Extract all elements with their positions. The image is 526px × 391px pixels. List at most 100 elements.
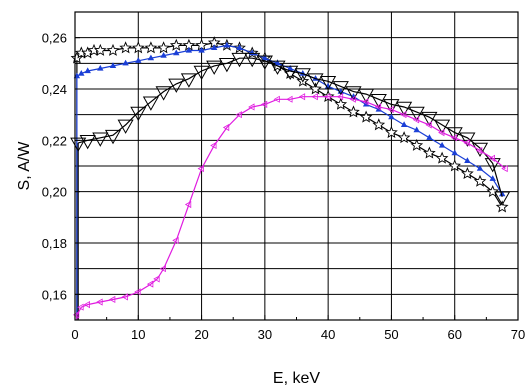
data-point bbox=[96, 298, 103, 306]
data-point bbox=[134, 288, 141, 296]
data-point bbox=[79, 135, 96, 150]
x-tick-labels: 0 10 20 30 40 50 60 70 bbox=[71, 327, 525, 342]
data-point bbox=[108, 295, 116, 303]
data-point bbox=[473, 174, 487, 187]
series-layer bbox=[70, 36, 511, 320]
data-point bbox=[261, 54, 269, 61]
data-point bbox=[451, 149, 458, 156]
data-point bbox=[256, 55, 273, 70]
y-tick-label: 0,24 bbox=[42, 82, 67, 97]
data-point bbox=[286, 95, 293, 103]
data-point bbox=[359, 110, 373, 123]
data-point bbox=[438, 129, 445, 137]
data-point bbox=[383, 99, 400, 114]
y-tick-label: 0,18 bbox=[42, 236, 67, 251]
data-point bbox=[320, 76, 337, 91]
series-star bbox=[70, 36, 509, 320]
data-point bbox=[218, 58, 235, 73]
data-point bbox=[309, 82, 322, 95]
data-point bbox=[362, 98, 369, 106]
data-point bbox=[438, 141, 446, 148]
ticks bbox=[74, 37, 519, 320]
data-point bbox=[388, 113, 395, 120]
data-point bbox=[489, 175, 496, 181]
data-point bbox=[210, 141, 217, 149]
data-point bbox=[248, 103, 255, 111]
data-point bbox=[157, 41, 170, 54]
data-point bbox=[180, 73, 197, 88]
data-point bbox=[70, 51, 84, 64]
data-point bbox=[370, 94, 387, 109]
data-point bbox=[374, 103, 382, 111]
data-point bbox=[269, 60, 286, 75]
x-tick-label: 40 bbox=[321, 327, 335, 342]
series-line bbox=[78, 57, 503, 197]
data-point bbox=[169, 38, 183, 51]
data-point bbox=[184, 200, 192, 209]
data-point bbox=[448, 159, 461, 172]
data-point bbox=[413, 126, 420, 133]
data-point bbox=[83, 301, 90, 309]
data-point bbox=[435, 151, 449, 164]
data-point bbox=[459, 132, 476, 147]
data-point bbox=[396, 101, 413, 117]
data-point bbox=[294, 68, 311, 83]
data-point bbox=[198, 46, 205, 53]
x-tick-label: 50 bbox=[384, 327, 398, 342]
data-point bbox=[385, 125, 398, 139]
data-point bbox=[494, 191, 511, 206]
data-point bbox=[160, 51, 167, 58]
data-point bbox=[345, 86, 362, 101]
data-point bbox=[408, 106, 425, 122]
data-point bbox=[132, 41, 145, 54]
series-triangle-down bbox=[70, 52, 511, 320]
x-tick-label: 30 bbox=[258, 327, 272, 342]
data-point bbox=[210, 44, 218, 51]
data-point bbox=[387, 106, 394, 114]
data-point bbox=[488, 154, 496, 162]
data-point bbox=[144, 41, 158, 54]
data-point bbox=[298, 93, 306, 101]
data-point bbox=[286, 64, 294, 71]
data-point bbox=[410, 138, 424, 151]
data-point bbox=[117, 119, 134, 134]
data-point bbox=[235, 111, 242, 119]
y-tick-label: 0,20 bbox=[42, 185, 67, 200]
series-triangle-left bbox=[72, 93, 508, 320]
data-point bbox=[334, 97, 348, 110]
data-point bbox=[475, 147, 483, 155]
data-point bbox=[426, 134, 433, 140]
data-point bbox=[93, 43, 107, 56]
data-point bbox=[434, 119, 451, 134]
data-point bbox=[423, 146, 436, 159]
data-point bbox=[72, 311, 80, 319]
data-point bbox=[84, 67, 91, 74]
data-point bbox=[463, 139, 470, 147]
data-point bbox=[153, 275, 160, 283]
data-point bbox=[372, 118, 386, 131]
data-point bbox=[77, 303, 84, 311]
data-point bbox=[282, 65, 299, 81]
data-point bbox=[412, 116, 420, 124]
y-axis-title: S, A/W bbox=[16, 141, 33, 191]
data-point bbox=[197, 165, 204, 173]
data-point bbox=[78, 69, 85, 76]
data-point bbox=[307, 73, 324, 88]
data-point bbox=[324, 93, 331, 101]
data-point bbox=[347, 105, 360, 118]
data-point bbox=[400, 111, 407, 119]
data-point bbox=[236, 44, 243, 51]
data-point bbox=[97, 64, 104, 71]
data-point bbox=[486, 185, 500, 198]
data-point bbox=[274, 59, 281, 66]
data-point bbox=[358, 88, 375, 104]
data-point bbox=[495, 200, 509, 213]
y-tick-label: 0,22 bbox=[42, 133, 67, 148]
x-tick-label: 0 bbox=[71, 327, 78, 342]
data-point bbox=[464, 157, 471, 163]
data-point bbox=[311, 93, 318, 101]
data-point bbox=[501, 165, 508, 173]
data-point bbox=[130, 106, 147, 122]
data-point bbox=[336, 93, 344, 101]
